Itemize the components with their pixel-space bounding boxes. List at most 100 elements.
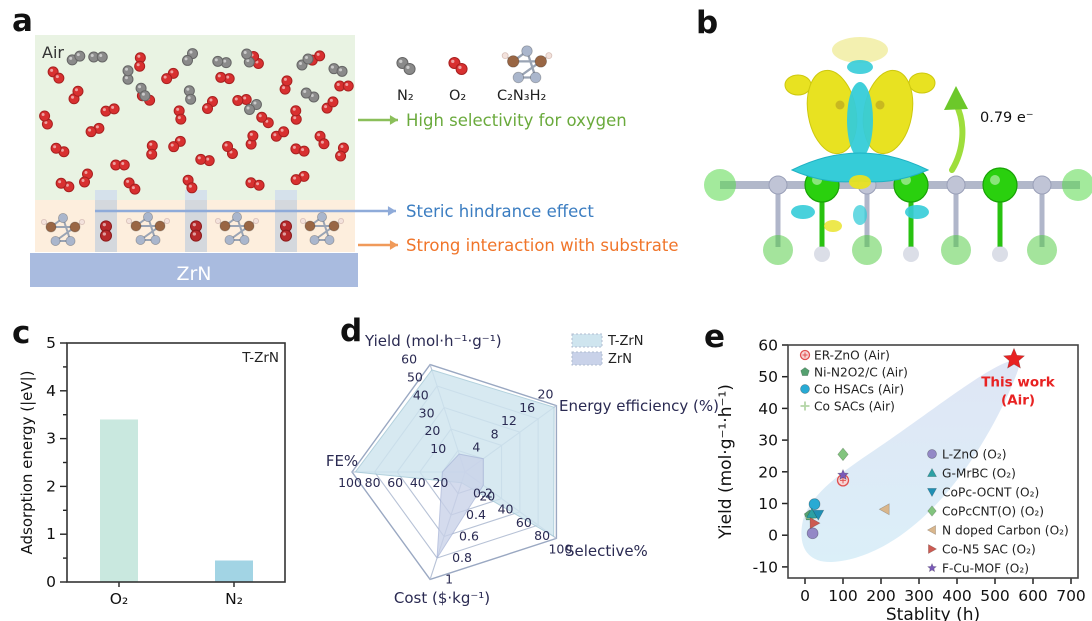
panel-b-charge-density: 0.79 e⁻ [704, 37, 1092, 265]
diatomic-molecule [50, 142, 70, 158]
x-tick-label: N₂ [225, 590, 243, 608]
diatomic-molecule [181, 48, 199, 66]
n-atom [1032, 175, 1052, 195]
marker-triangle-down [926, 488, 938, 498]
y-tick-label: 20 [758, 463, 778, 481]
marker-triangle-left [878, 503, 890, 516]
side-yellow-left [784, 74, 812, 96]
radar-series-T-ZrN [354, 369, 555, 538]
marker-circle [806, 527, 819, 540]
y-tick-label: 30 [758, 432, 778, 450]
radar-tick-label: 60 [387, 475, 403, 490]
radar-tick-label: 50 [407, 369, 423, 384]
bottom-zr-atom [941, 235, 971, 265]
trend-region [801, 360, 1019, 563]
marker-triangle-right [809, 517, 821, 530]
radar-tick-label: 30 [419, 405, 435, 420]
marker-circle [927, 449, 937, 459]
radar-tick-label: 12 [501, 413, 517, 428]
y-tick-label: 0 [46, 573, 56, 591]
legend-label: G-MrBC (O₂) [942, 467, 1016, 481]
panel-a-label: a [12, 3, 33, 39]
channel-slot-top [95, 190, 117, 200]
channel-slot-top [275, 190, 297, 200]
annotation-selectivity: High selectivity for oxygen [406, 111, 627, 130]
radar-tick-label: 60 [401, 352, 417, 367]
diatomic-molecule [296, 53, 314, 71]
annotation-interaction: Strong interaction with substrate [406, 236, 678, 255]
diatomic-molecule [134, 52, 146, 72]
green-arrow-head [389, 115, 398, 125]
marker-diamond [837, 447, 849, 462]
diatomic-molecule [123, 177, 141, 195]
radar-tick-label: 20 [479, 488, 495, 503]
y-tick-label: 40 [758, 400, 778, 418]
marker-star [926, 562, 938, 573]
n2-legend-label: N₂ [397, 88, 414, 104]
legend-label: Co-N5 SAC (O₂) [942, 543, 1036, 557]
blue-arrow-head [387, 206, 396, 216]
x-tick-label: 400 [942, 587, 972, 605]
atom-highlight [990, 175, 1000, 185]
diatomic-molecule [290, 170, 310, 186]
diatomic-molecule [328, 63, 348, 77]
marker-circle-open [799, 349, 811, 361]
diatomic-molecule [182, 174, 198, 194]
radar-tick-label: 1 [445, 571, 453, 586]
radar-tick-label: 40 [498, 502, 514, 517]
n-atom [768, 175, 788, 195]
diatomic-molecule [232, 93, 252, 107]
y-axis-title: Yield (mol·g⁻¹·h⁻¹) [716, 384, 736, 540]
diatomic-molecule [68, 85, 84, 105]
diatomic-molecule [241, 48, 255, 68]
y-tick-label: 50 [758, 368, 778, 386]
orange-arrow-head [389, 240, 398, 250]
diatomic-molecule [183, 85, 197, 105]
plot-frame [787, 344, 1079, 579]
radar-legend-swatch-ZrN [571, 351, 603, 366]
diatomic-molecule [146, 140, 158, 160]
bottom-n-atom [992, 246, 1008, 262]
diatomic-molecule [135, 82, 151, 102]
radar-tick-label: 20 [432, 475, 448, 490]
c2n3h2-ring [501, 45, 553, 84]
channel-slot-top [185, 190, 207, 200]
c2n3h2-ring [126, 211, 170, 245]
air-label: Air [42, 43, 64, 62]
bottom-zr-atom [763, 235, 793, 265]
legend-label: Co SACs (Air) [814, 400, 895, 414]
legend-label: N doped Carbon (O₂) [942, 524, 1069, 538]
highlight-label-2: (Air) [1001, 392, 1035, 408]
zr-atom [982, 167, 1018, 203]
panel-d-label: d [340, 313, 363, 349]
green-stick [997, 185, 1003, 247]
diatomic-molecule [279, 75, 293, 95]
radar-tick-label: 16 [519, 400, 535, 415]
edge-zr-atom [704, 169, 736, 201]
diatomic-molecule [85, 122, 105, 138]
marker-triangle-right [928, 543, 938, 555]
diatomic-molecule [173, 105, 187, 125]
y-tick-label: 10 [758, 495, 778, 513]
radar-tick-label: 40 [410, 475, 426, 490]
y-tick-label: 60 [758, 337, 778, 355]
diatomic-molecule [321, 96, 339, 114]
top-yellow-lobe [832, 37, 888, 63]
cyan-pancake [790, 152, 930, 183]
diatomic-molecule [448, 56, 468, 76]
diatomic-molecule [190, 220, 202, 242]
x-tick-label: 0 [800, 587, 810, 605]
radar-tick-label: 40 [413, 387, 429, 402]
side-yellow-right [908, 72, 936, 94]
radar-legend-swatch-T-ZrN [571, 333, 603, 348]
diatomic-molecule [222, 141, 238, 159]
x-axis-title: Stablity (h) [886, 605, 980, 621]
electron-arrow [949, 101, 966, 173]
radar-tick-label: 0.2 [473, 485, 493, 500]
diatomic-molecule [270, 126, 290, 142]
marker-star [1002, 347, 1026, 369]
substrate-label: ZrN [176, 263, 211, 285]
panel-e-scatter-chart: 0 100 200 300 400 500 600 700 -10 0 10 20 30 40 50 60 St… [716, 337, 1086, 621]
charge-transfer-label: 0.79 e⁻ [980, 110, 1033, 126]
legend-label: CoPc-OCNT (O₂) [942, 486, 1039, 500]
